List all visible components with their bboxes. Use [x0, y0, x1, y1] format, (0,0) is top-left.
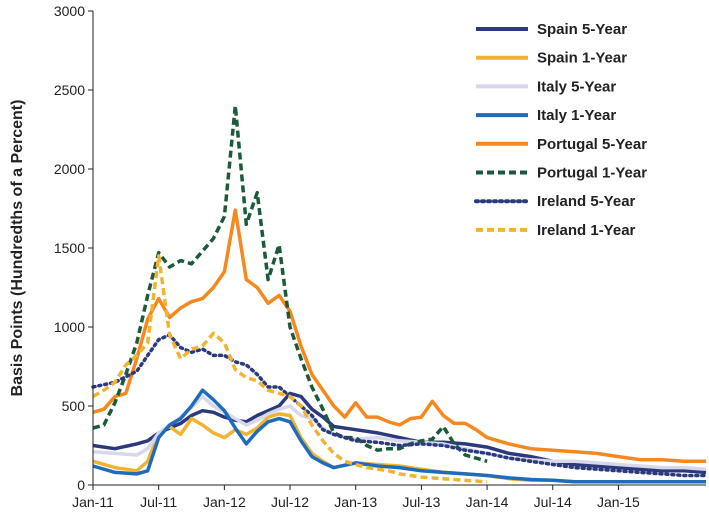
series-line-ireland-1-year — [92, 254, 488, 484]
legend-label: Portugal 1-Year — [537, 165, 647, 182]
y-tick-labels: 0 500 1000 1500 2000 2500 3000 — [54, 3, 93, 493]
y-tick-label: 500 — [62, 398, 86, 414]
y-tick-label: 2000 — [54, 161, 85, 177]
x-tick-label: Jul-14 — [534, 494, 572, 510]
y-axis-label: Basis Points (Hundredths of a Percent) — [9, 100, 26, 397]
x-tick-label: Jan-12 — [203, 494, 246, 510]
legend-label: Portugal 5-Year — [537, 136, 647, 153]
x-tick-label: Jul-11 — [140, 494, 177, 510]
series-line-ireland-5-year — [91, 333, 708, 478]
y-tick-label: 3000 — [54, 3, 85, 19]
x-tick-labels: Jan-11 Jul-11 Jan-12 Jul-12 Jan-13 Jul-13 Jan-… — [72, 485, 640, 510]
legend-label: Ireland 5-Year — [537, 193, 636, 210]
x-tick-label: Jul-13 — [402, 494, 440, 510]
y-tick-label: 1000 — [54, 319, 85, 335]
x-tick-label: Jan-15 — [597, 494, 640, 510]
series-line-spain-5-year — [92, 391, 707, 475]
legend: Spain 5-Year Spain 1-Year Italy 5-Year Ital… — [474, 21, 647, 239]
series-line-portugal-1-year — [92, 104, 488, 463]
x-tick-label: Jul-12 — [271, 494, 309, 510]
legend-label: Italy 5-Year — [537, 78, 616, 95]
y-tick-label: 1500 — [54, 240, 85, 256]
series-layer — [91, 104, 708, 484]
x-tick-label: Jan-14 — [466, 494, 509, 510]
y-tick-label: 0 — [77, 477, 85, 493]
y-tick-label: 2500 — [54, 82, 85, 98]
legend-label: Spain 1-Year — [537, 50, 627, 67]
x-tick-label: Jan-11 — [72, 494, 114, 510]
series-line-italy-1-year — [92, 388, 706, 484]
x-tick-label: Jan-13 — [334, 494, 377, 510]
legend-label: Ireland 1-Year — [537, 222, 636, 239]
legend-label: Italy 1-Year — [537, 107, 616, 124]
series-line-portugal-5-year — [92, 208, 706, 464]
legend-label: Spain 5-Year — [537, 21, 627, 38]
series-line-italy-5-year — [92, 394, 707, 471]
